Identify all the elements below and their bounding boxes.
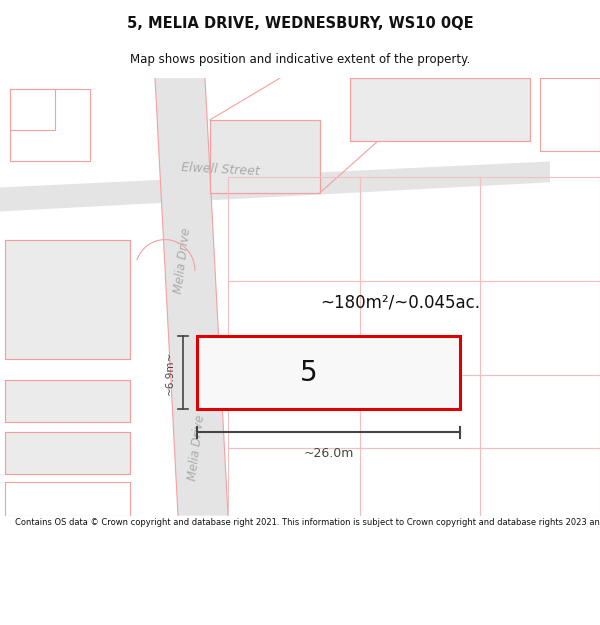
Text: 5, MELIA DRIVE, WEDNESBURY, WS10 0QE: 5, MELIA DRIVE, WEDNESBURY, WS10 0QE [127,16,473,31]
Text: Contains OS data © Crown copyright and database right 2021. This information is : Contains OS data © Crown copyright and d… [15,518,600,527]
Text: Melia Drive: Melia Drive [173,227,193,294]
Text: Melia Drive: Melia Drive [187,414,208,482]
Text: ~6.9m~: ~6.9m~ [165,351,175,395]
Polygon shape [5,380,130,422]
Polygon shape [5,432,130,474]
Text: ~180m²/~0.045ac.: ~180m²/~0.045ac. [320,293,480,311]
Bar [197,336,460,409]
Polygon shape [210,120,320,192]
Polygon shape [350,78,530,141]
Text: Map shows position and indicative extent of the property.: Map shows position and indicative extent… [130,53,470,66]
Text: 5: 5 [299,359,317,387]
Polygon shape [5,239,130,359]
Polygon shape [155,78,228,516]
Text: Elwell Street: Elwell Street [181,161,260,178]
Text: ~26.0m: ~26.0m [304,447,353,460]
Polygon shape [0,161,550,211]
